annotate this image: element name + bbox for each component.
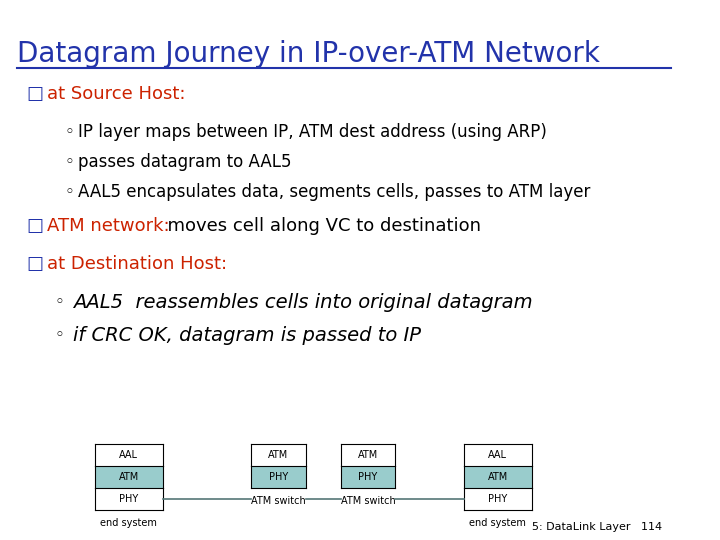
Text: IP layer maps between IP, ATM dest address (using ARP): IP layer maps between IP, ATM dest addre… xyxy=(78,123,546,141)
Text: □: □ xyxy=(27,85,43,103)
Text: ◦: ◦ xyxy=(55,326,65,344)
Text: PHY: PHY xyxy=(119,494,138,504)
Text: ◦: ◦ xyxy=(64,123,74,141)
Text: AAL: AAL xyxy=(120,450,138,460)
Bar xyxy=(94,466,163,488)
Bar xyxy=(464,466,531,488)
Text: at Source Host:: at Source Host: xyxy=(48,85,186,103)
Bar xyxy=(341,444,395,466)
Text: 5: DataLink Layer   114: 5: DataLink Layer 114 xyxy=(532,522,662,532)
Bar xyxy=(251,466,305,488)
Text: Datagram Journey in IP-over-ATM Network: Datagram Journey in IP-over-ATM Network xyxy=(17,40,600,68)
Text: ◦: ◦ xyxy=(55,293,65,311)
Text: ATM: ATM xyxy=(358,450,378,460)
Text: ATM switch: ATM switch xyxy=(251,496,305,506)
Text: PHY: PHY xyxy=(488,494,508,504)
Bar xyxy=(251,444,305,466)
Bar xyxy=(464,444,531,466)
Text: ATM: ATM xyxy=(487,472,508,482)
Bar xyxy=(341,466,395,488)
Text: AAL: AAL xyxy=(488,450,507,460)
Text: passes datagram to AAL5: passes datagram to AAL5 xyxy=(78,153,291,171)
Bar xyxy=(94,488,163,510)
Text: at Destination Host:: at Destination Host: xyxy=(48,255,228,273)
Text: ◦: ◦ xyxy=(64,183,74,201)
Text: end system: end system xyxy=(100,518,157,528)
Text: ATM: ATM xyxy=(268,450,288,460)
Text: AAL5 encapsulates data, segments cells, passes to ATM layer: AAL5 encapsulates data, segments cells, … xyxy=(78,183,590,201)
Text: ATM network:: ATM network: xyxy=(48,217,170,235)
Text: AAL5  reassembles cells into original datagram: AAL5 reassembles cells into original dat… xyxy=(73,293,533,312)
Text: □: □ xyxy=(27,217,43,235)
Text: PHY: PHY xyxy=(269,472,288,482)
Text: ATM: ATM xyxy=(119,472,139,482)
Text: if CRC OK, datagram is passed to IP: if CRC OK, datagram is passed to IP xyxy=(73,326,421,345)
Text: ◦: ◦ xyxy=(64,153,74,171)
Text: moves cell along VC to destination: moves cell along VC to destination xyxy=(156,217,481,235)
Bar xyxy=(94,444,163,466)
Text: □: □ xyxy=(27,255,43,273)
Text: PHY: PHY xyxy=(359,472,378,482)
Text: end system: end system xyxy=(469,518,526,528)
Bar xyxy=(464,488,531,510)
Text: ATM switch: ATM switch xyxy=(341,496,395,506)
